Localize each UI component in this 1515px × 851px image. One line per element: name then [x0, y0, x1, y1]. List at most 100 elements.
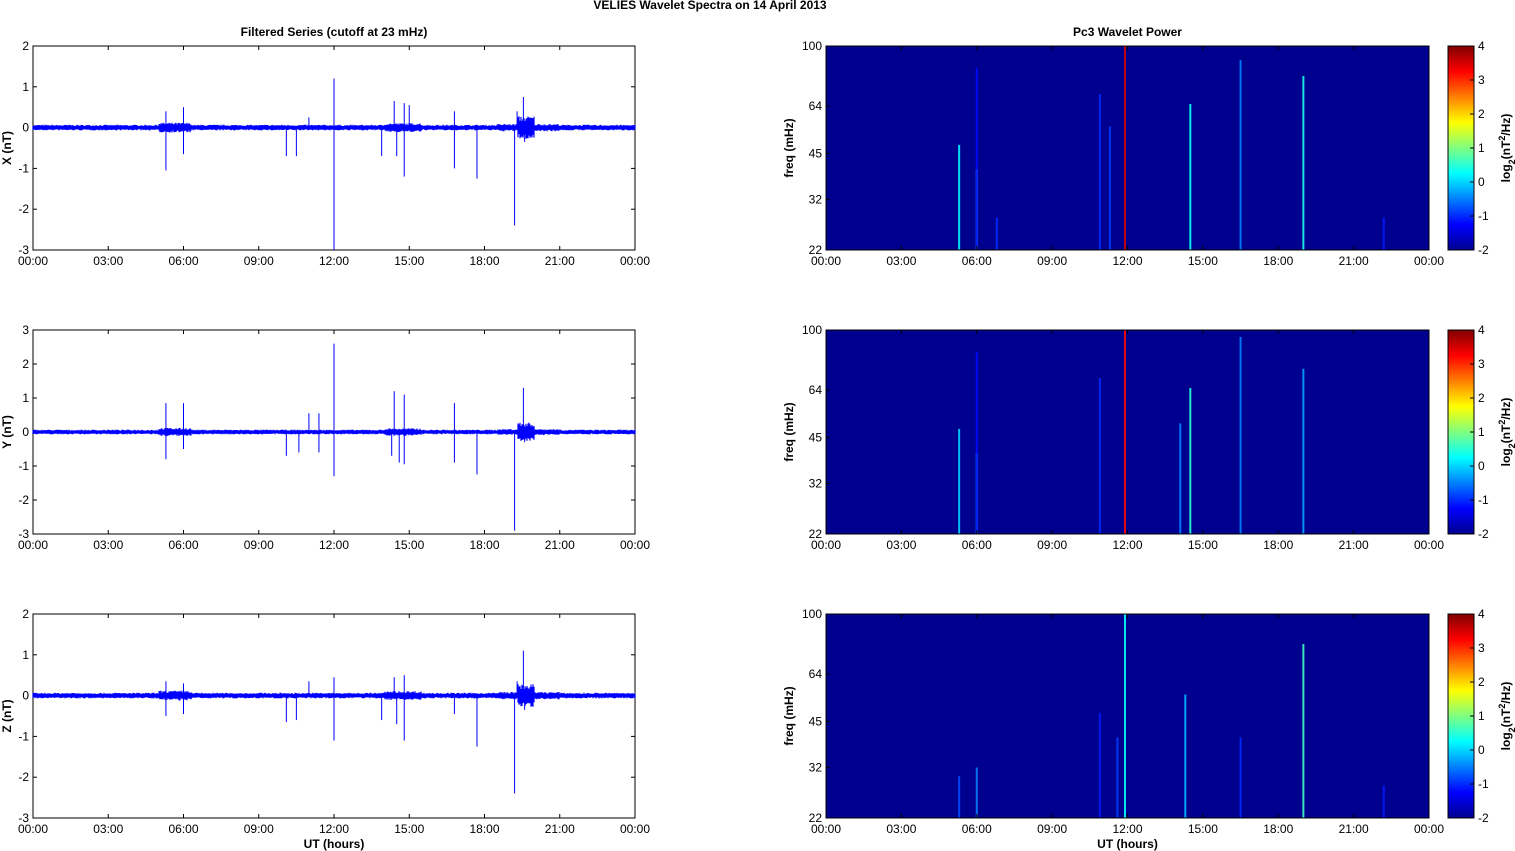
- spectrogram-x-tick-label: 00:00: [811, 822, 841, 836]
- colorbar-tick-label: 2: [1478, 107, 1485, 121]
- colorbar-label-part: (nT: [1499, 708, 1513, 727]
- spectrogram-burst: [1189, 104, 1192, 250]
- series-y-tick-label: -1: [18, 729, 29, 743]
- series-y-axis-label: Z (nT): [0, 699, 14, 732]
- spectrogram-x-axis-label: UT (hours): [1097, 837, 1158, 851]
- spectrogram-x-tick-label: 09:00: [1037, 538, 1067, 552]
- series-x-tick-label: 12:00: [319, 538, 349, 552]
- spectrogram-burst: [1098, 712, 1101, 818]
- colorbar-tick-label: 3: [1478, 73, 1485, 87]
- colorbar: [1447, 613, 1475, 819]
- spectrogram-y-axis-label: freq (mHz): [782, 118, 796, 177]
- spectrogram-x-tick-label: 03:00: [886, 538, 916, 552]
- spectrogram-y-tick-label: 64: [809, 99, 823, 113]
- spectrogram-y-axis-label: freq (mHz): [782, 402, 796, 461]
- spectrogram-y-tick-label: 32: [809, 193, 823, 207]
- spectrogram-x-tick-label: 21:00: [1339, 822, 1369, 836]
- series-x-tick-label: 00:00: [18, 822, 48, 836]
- series-trace: [32, 684, 636, 707]
- spectrogram-burst: [1302, 644, 1305, 818]
- spectrogram-y-tick-label: 100: [802, 607, 822, 621]
- series-x-tick-label: 21:00: [545, 538, 575, 552]
- colorbar-label: log2(nT2/Hz): [1497, 682, 1515, 751]
- colorbar-label: log2(nT2/Hz): [1497, 398, 1515, 467]
- series-y-tick-label: -3: [18, 243, 29, 257]
- series-y-tick-label: -1: [18, 459, 29, 473]
- series-y-tick-label: -3: [18, 527, 29, 541]
- spectrogram-x-tick-label: 21:00: [1339, 538, 1369, 552]
- spectrogram-burst: [1123, 330, 1126, 534]
- colorbar-label-part: /Hz): [1499, 114, 1513, 136]
- series-x-tick-label: 15:00: [394, 254, 424, 268]
- colorbar-label-part: (nT: [1499, 140, 1513, 159]
- series-y-tick-label: 0: [22, 689, 29, 703]
- spectrogram-burst: [1382, 217, 1385, 250]
- series-title: Filtered Series (cutoff at 23 mHz): [241, 25, 428, 39]
- spectrogram-background: [826, 330, 1429, 534]
- colorbar-tick-label: -1: [1478, 777, 1489, 791]
- spectrogram-x-tick-label: 15:00: [1188, 822, 1218, 836]
- spectrogram-x-tick-label: 06:00: [962, 538, 992, 552]
- series-x-tick-label: 06:00: [168, 254, 198, 268]
- spectrogram-burst: [1239, 336, 1242, 534]
- colorbar-tick-label: 0: [1478, 459, 1485, 473]
- series-y-tick-label: 2: [22, 39, 29, 53]
- spectrogram-x-tick-label: 21:00: [1339, 254, 1369, 268]
- spectrogram-x-tick-label: 00:00: [811, 538, 841, 552]
- spectrogram-burst: [1116, 737, 1119, 818]
- spectrogram-y-axis-label: freq (mHz): [782, 686, 796, 745]
- colorbar-tick-label: 2: [1478, 391, 1485, 405]
- spectrogram-y-tick-label: 64: [809, 667, 823, 681]
- series-x-tick-label: 03:00: [93, 254, 123, 268]
- figure-title: VELIES Wavelet Spectra on 14 April 2013: [593, 0, 827, 12]
- series-x-tick-label: 18:00: [469, 538, 499, 552]
- colorbar-label-part: 2: [1507, 443, 1515, 448]
- spectrogram-burst: [1302, 76, 1305, 250]
- spectrogram-burst: [958, 776, 961, 818]
- spectrogram-y-tick-label: 32: [809, 477, 823, 491]
- spectrogram-burst: [1302, 368, 1305, 534]
- series-x-tick-label: 12:00: [319, 822, 349, 836]
- spectrogram-x-tick-label: 00:00: [1414, 254, 1444, 268]
- colorbar-label-part: 2: [1497, 420, 1507, 425]
- series-x-tick-label: 00:00: [620, 538, 650, 552]
- colorbar-tick-label: -2: [1478, 243, 1489, 257]
- spectrogram-title: Pc3 Wavelet Power: [1073, 25, 1182, 39]
- spectrogram-burst: [975, 351, 978, 534]
- colorbar-label-part: log: [1499, 732, 1513, 750]
- colorbar-label-part: 2: [1497, 136, 1507, 141]
- spectrogram-background: [826, 614, 1429, 818]
- series-y-axis-label: X (nT): [0, 131, 14, 165]
- spectrogram-x-tick-label: 09:00: [1037, 822, 1067, 836]
- spectrogram-y-tick-label: 45: [809, 715, 823, 729]
- spectrogram-background: [826, 46, 1429, 250]
- spectrogram-burst: [1189, 388, 1192, 534]
- spectrogram-burst: [975, 767, 978, 818]
- series-y-tick-label: -2: [18, 493, 29, 507]
- colorbar-tick-label: 1: [1478, 425, 1485, 439]
- series-x-tick-label: 18:00: [469, 254, 499, 268]
- spectrogram-y-tick-label: 45: [809, 431, 823, 445]
- series-x-axis-label: UT (hours): [304, 837, 365, 851]
- series-x-tick-label: 12:00: [319, 254, 349, 268]
- spectrogram-burst: [958, 428, 961, 534]
- spectrogram-x-tick-label: 03:00: [886, 254, 916, 268]
- spectrogram-burst: [1179, 423, 1182, 534]
- series-y-tick-label: -2: [18, 770, 29, 784]
- colorbar-tick-label: -1: [1478, 209, 1489, 223]
- series-trace: [32, 422, 636, 441]
- series-x-tick-label: 09:00: [244, 254, 274, 268]
- colorbar-tick-label: 1: [1478, 709, 1485, 723]
- spectrogram-burst: [1123, 614, 1126, 818]
- spectrogram-y-tick-label: 45: [809, 147, 823, 161]
- series-x-tick-label: 15:00: [394, 822, 424, 836]
- spectrogram-x-tick-label: 00:00: [811, 254, 841, 268]
- spectrogram-y-tick-label: 22: [809, 527, 823, 541]
- series-x-tick-label: 18:00: [469, 822, 499, 836]
- series-x-tick-label: 00:00: [620, 254, 650, 268]
- series-x-tick-label: 03:00: [93, 538, 123, 552]
- colorbar-tick-label: 3: [1478, 641, 1485, 655]
- series-y-tick-label: 1: [22, 648, 29, 662]
- series-y-tick-label: 0: [22, 425, 29, 439]
- spectrogram-x-tick-label: 12:00: [1112, 822, 1142, 836]
